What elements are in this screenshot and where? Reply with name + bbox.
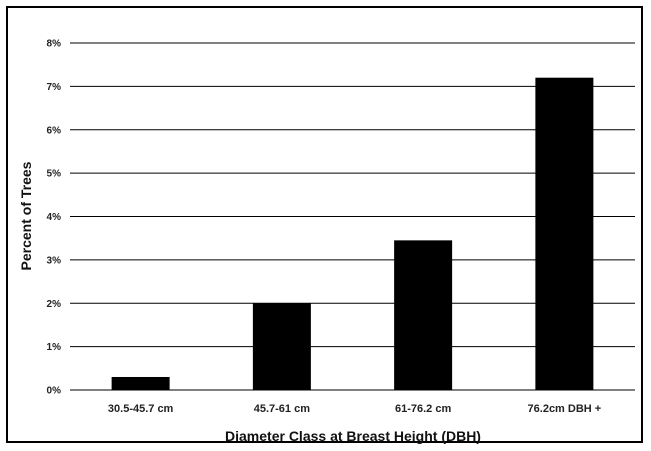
x-tick-label: 45.7-61 cm (254, 403, 310, 415)
y-tick-label: 5% (47, 169, 62, 180)
y-tick-label: 3% (47, 255, 62, 266)
x-tick-label: 76.2cm DBH + (528, 403, 602, 415)
y-tick-labels: 0% 1% 2% 3% 4% 5% 6% 7% 8% (47, 39, 62, 397)
y-tick-label: 7% (47, 82, 62, 93)
bar (535, 77, 594, 390)
bar (394, 240, 453, 390)
y-tick-label: 8% (47, 39, 62, 50)
bar (111, 376, 170, 390)
bars (111, 77, 594, 390)
y-tick-label: 1% (47, 342, 62, 353)
y-tick-label: 6% (47, 125, 62, 136)
y-tick-label: 4% (47, 212, 62, 223)
x-tick-label: 30.5-45.7 cm (108, 403, 174, 415)
x-axis-title: Diameter Class at Breast Height (DBH) (225, 428, 481, 444)
bar (252, 303, 311, 390)
x-tick-label: 61-76.2 cm (395, 403, 451, 415)
y-axis-title: Percent of Trees (18, 161, 34, 270)
y-tick-label: 0% (47, 386, 62, 397)
y-tick-label: 2% (47, 299, 62, 310)
x-tick-labels: 30.5-45.7 cm 45.7-61 cm 61-76.2 cm 76.2cm D… (108, 403, 601, 415)
